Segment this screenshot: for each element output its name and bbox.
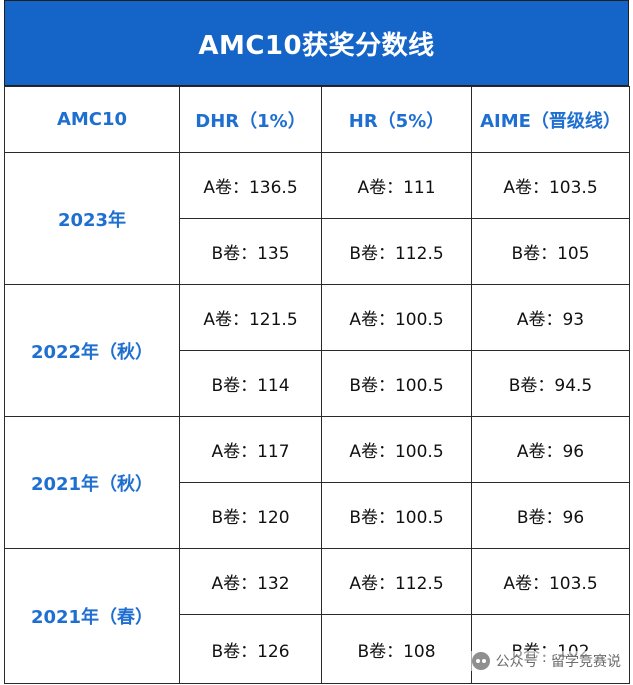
year-cell: 2021年（春） xyxy=(4,548,180,684)
dhr-b-cell: B卷：114 xyxy=(179,350,322,417)
header-dhr: DHR（1%） xyxy=(179,86,322,153)
dhr-b-cell: B卷：135 xyxy=(179,218,322,285)
aime-a-cell: A卷：93 xyxy=(471,284,630,351)
table-row: 2022年（秋） A卷：121.5 A卷：100.5 A卷：93 xyxy=(4,284,630,417)
watermark-text: 公众号 · 留学竞赛说 xyxy=(495,654,621,670)
year-cell: 2023年 xyxy=(4,152,180,285)
aime-b-cell: B卷：102 xyxy=(471,614,630,684)
table-row: B卷：120 B卷：100.5 B卷：96 xyxy=(5,482,630,549)
score-table-card: AMC10获奖分数线 AMC10 DHR（1%） HR（5%） AIME（晋级线… xyxy=(4,0,630,685)
watermark: 公众号 · 留学竞赛说 xyxy=(469,651,623,671)
hr-a-cell: A卷：100.5 xyxy=(321,416,472,483)
table-row: 2023年 A卷：136.5 A卷：111 A卷：103.5 xyxy=(4,152,630,285)
table-row: 2021年（春） A卷：132 A卷：112.5 A卷：103.5 xyxy=(4,548,630,684)
header-row: AMC10 DHR（1%） HR（5%） AIME（晋级线） xyxy=(4,86,630,153)
table-row: B卷：135 B卷：112.5 B卷：105 xyxy=(5,218,630,285)
dhr-a-cell: A卷：132 xyxy=(179,548,322,615)
aime-a-cell: A卷：103.5 xyxy=(471,152,630,219)
year-cell: 2021年（秋） xyxy=(4,416,180,549)
header-amc10: AMC10 xyxy=(4,86,180,153)
dhr-a-cell: A卷：117 xyxy=(179,416,322,483)
header-aime: AIME（晋级线） xyxy=(471,86,630,153)
hr-b-cell: B卷：112.5 xyxy=(321,218,472,285)
hr-b-cell: B卷：100.5 xyxy=(321,350,472,417)
header-hr: HR（5%） xyxy=(321,86,472,153)
table-row: 2021年（秋） A卷：117 A卷：100.5 A卷：96 xyxy=(4,416,630,549)
score-table: AMC10 DHR（1%） HR（5%） AIME（晋级线） 2023年 A卷：… xyxy=(4,86,630,684)
dhr-a-cell: A卷：121.5 xyxy=(179,284,322,351)
hr-a-cell: A卷：112.5 xyxy=(321,548,472,615)
aime-a-cell: A卷：103.5 xyxy=(471,548,630,615)
dhr-b-cell: B卷：120 xyxy=(179,482,322,549)
aime-b-cell: B卷：96 xyxy=(471,482,630,549)
hr-b-cell: B卷：100.5 xyxy=(321,482,472,549)
year-cell: 2022年（秋） xyxy=(4,284,180,417)
dhr-a-cell: A卷：136.5 xyxy=(179,152,322,219)
table-row: B卷：114 B卷：100.5 B卷：94.5 xyxy=(5,350,630,417)
aime-b-cell: B卷：94.5 xyxy=(471,350,630,417)
hr-a-cell: A卷：100.5 xyxy=(321,284,472,351)
aime-a-cell: A卷：96 xyxy=(471,416,630,483)
dhr-b-cell: B卷：126 xyxy=(179,614,322,684)
aime-b-cell: B卷：105 xyxy=(471,218,630,285)
table-row: B卷：126 B卷：108 B卷：102 xyxy=(5,614,630,684)
hr-b-cell: B卷：108 xyxy=(321,614,472,684)
hr-a-cell: A卷：111 xyxy=(321,152,472,219)
table-title: AMC10获奖分数线 xyxy=(4,0,629,86)
wechat-icon xyxy=(471,652,490,670)
